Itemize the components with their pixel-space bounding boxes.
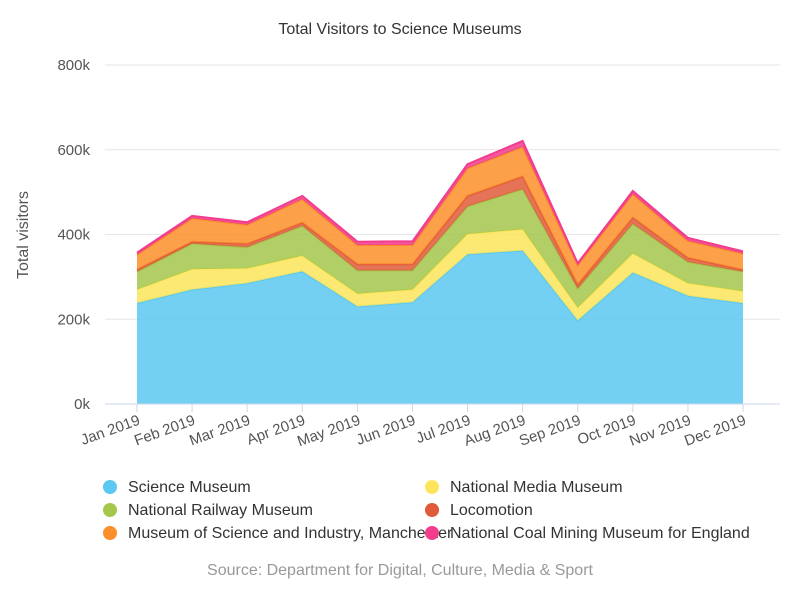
y-tick-label: 800k [57,57,90,74]
x-tick-label: Jun 2019 [354,412,418,449]
legend-label: Locomotion [450,502,533,519]
y-tick-label: 200k [57,311,90,328]
x-tick-label: Sep 2019 [517,412,583,450]
legend-label: National Railway Museum [128,502,313,519]
area-national-media-museum [137,229,743,321]
legend-item[interactable]: Museum of Science and Industry, Manchest… [103,525,453,542]
legend-label: National Media Museum [450,479,623,496]
area-series-group [136,139,744,404]
y-tick-label: 400k [57,227,90,244]
area-museum-of-science-and-industry-manchester [137,146,743,285]
legend-label: Museum of Science and Industry, Manchest… [128,525,453,542]
series-line-national-coal-mining-museum-for-england [136,139,744,266]
legend-item[interactable]: National Coal Mining Museum for England [425,525,750,542]
y-axis-title: Total visitors [15,191,32,279]
legend-label: National Coal Mining Museum for England [450,525,750,542]
legend-swatch [103,503,117,517]
x-tick-label: Mar 2019 [187,412,252,450]
x-tick-label: Jan 2019 [79,412,143,449]
legend-item[interactable]: Science Museum [103,479,251,496]
y-tick-label: 600k [57,142,90,159]
x-tick-label: Dec 2019 [682,412,748,450]
legend-label: Science Museum [128,479,251,496]
legend-swatch [103,526,117,540]
legend-swatch [425,526,439,540]
area-science-museum [137,250,743,404]
area-locomotion [137,176,743,289]
area-national-railway-museum [137,189,743,308]
source-credit: Source: Department for Digital, Culture,… [207,562,594,579]
x-tick-label: Nov 2019 [627,412,693,450]
legend-item[interactable]: Locomotion [425,502,533,519]
legend-swatch [425,503,439,517]
x-tick-label: May 2019 [295,412,363,451]
legend-swatch [103,480,117,494]
x-tick-label: Feb 2019 [132,412,197,450]
x-tick-label: Aug 2019 [462,412,528,450]
x-tick-label: Oct 2019 [575,412,638,449]
chart-title: Total Visitors to Science Museums [278,21,521,38]
legend-item[interactable]: National Media Museum [425,479,623,496]
y-axis-ticks: 0k 200k 400k 600k 800k [57,57,90,413]
legend-item[interactable]: National Railway Museum [103,502,313,519]
legend-swatch [425,480,439,494]
legend: Science Museum National Media Museum Natio… [103,479,750,542]
y-tick-label: 0k [74,396,90,413]
